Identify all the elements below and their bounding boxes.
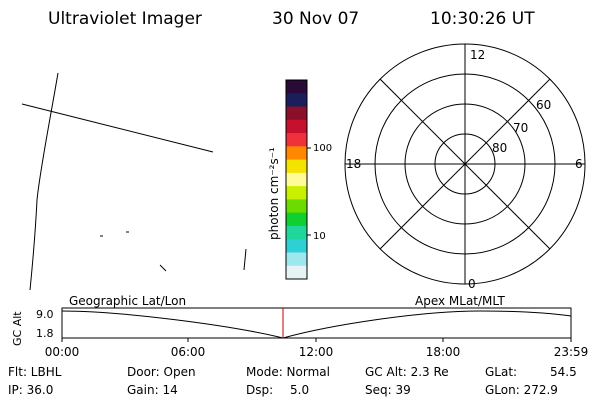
polar-plot xyxy=(344,43,586,285)
info-dsp-value: 5.0 xyxy=(290,383,309,397)
color-bar-cell xyxy=(286,212,307,227)
color-bar-cell xyxy=(286,93,307,108)
color-bar-tick-label-100: 100 xyxy=(313,143,332,154)
info-glat-value: 54.5 xyxy=(550,365,577,379)
color-bar-label: photon cm⁻²s⁻¹ xyxy=(267,147,281,240)
observation-time: 10:30:26 UT xyxy=(430,9,535,29)
timeline-x-tick-label: 06:00 xyxy=(171,345,206,359)
color-bar-cell xyxy=(286,159,307,174)
color-bar-cell xyxy=(286,239,307,253)
timeline-y-label: GC Alt xyxy=(11,311,24,346)
timeline-y-tick-min: 1.8 xyxy=(36,327,54,340)
timeline-frame xyxy=(61,307,572,339)
info-mode: Mode: Normal xyxy=(246,365,330,379)
info-gc-alt: GC Alt: 2.3 Re xyxy=(365,365,449,379)
info-door: Door: Open xyxy=(127,365,196,379)
color-bar-cell xyxy=(286,119,307,134)
timeline-x-ticks xyxy=(61,338,572,342)
color-bar-cell xyxy=(286,252,307,267)
color-bar-cell xyxy=(286,225,307,240)
info-gain: Gain: 14 xyxy=(127,383,178,397)
info-glon: GLon: 272.9 xyxy=(485,383,558,397)
color-bar-cell xyxy=(286,172,307,187)
color-bar-frame xyxy=(285,79,308,280)
polar-label-70: 70 xyxy=(513,121,528,135)
polar-label-60: 60 xyxy=(536,98,551,112)
polar-label-12: 12 xyxy=(470,48,485,62)
color-bar-cell xyxy=(286,80,307,94)
geographic-map xyxy=(21,72,247,291)
polar-label-80: 80 xyxy=(492,141,507,155)
instrument-title: Ultraviolet Imager xyxy=(48,9,202,29)
color-bar-tick-label-10: 10 xyxy=(313,231,326,242)
color-bar-cell xyxy=(286,265,307,280)
color-bar-cell xyxy=(286,133,307,147)
timeline-y-tick-max: 9.0 xyxy=(36,308,54,321)
map-latitude-line xyxy=(21,103,214,153)
polar-label-6: 6 xyxy=(575,157,583,171)
info-filter: Flt: LBHL xyxy=(8,365,62,379)
timeline-x-tick-label: 18:00 xyxy=(426,345,461,359)
info-glat-label: GLat: xyxy=(485,365,517,379)
timeline-x-tick-label: 23:59 xyxy=(554,345,589,359)
timeline-left-label: Geographic Lat/Lon xyxy=(69,294,186,308)
polar-meridian-diagonal xyxy=(379,78,551,250)
info-dsp-label: Dsp: xyxy=(246,383,273,397)
color-bar-cell xyxy=(286,186,307,200)
color-bar-cell xyxy=(286,146,307,161)
observation-date: 30 Nov 07 xyxy=(272,9,359,29)
map-coast-fragment xyxy=(243,248,247,271)
timeline-x-tick-label: 00:00 xyxy=(45,345,80,359)
timeline-right-label: Apex MLat/MLT xyxy=(415,294,505,308)
info-panel: Flt: LBHL Door: Open Mode: Normal GC Alt… xyxy=(8,365,577,397)
info-ip: IP: 36.0 xyxy=(8,383,53,397)
info-seq: Seq: 39 xyxy=(365,383,411,397)
map-coast-fragment xyxy=(159,264,167,272)
timeline-altitude-curve xyxy=(61,310,572,339)
color-bar-cell xyxy=(286,199,307,214)
map-longitude-line xyxy=(29,72,59,291)
polar-label-0: 0 xyxy=(468,277,476,291)
color-bar: 100 10 photon cm⁻²s⁻¹ xyxy=(267,79,332,280)
timeline-x-tick-label: 12:00 xyxy=(299,345,334,359)
color-bar-cell xyxy=(286,106,307,121)
polar-label-18: 18 xyxy=(346,157,361,171)
